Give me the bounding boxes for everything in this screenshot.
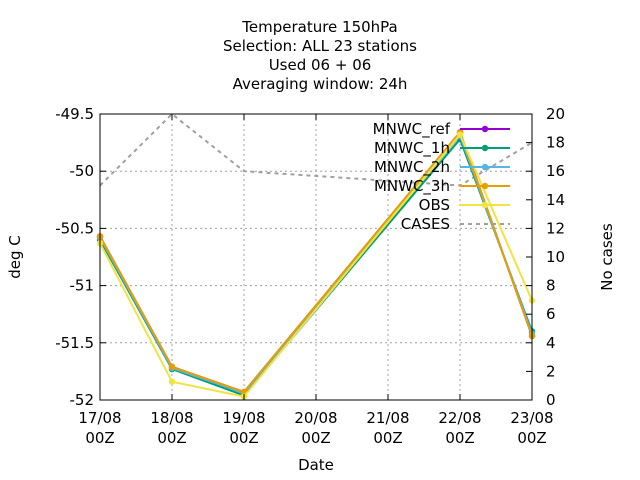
x-tick-label-time: 00Z — [373, 429, 402, 447]
x-tick-label-date: 23/08 — [510, 409, 553, 427]
y2-tick-label: 14 — [546, 191, 565, 209]
legend-label: MNWC_3h — [374, 177, 450, 196]
y2-tick-label: 6 — [546, 305, 556, 323]
grid — [100, 114, 532, 400]
y-axis-label: deg C — [6, 235, 24, 279]
y2-tick-label: 18 — [546, 134, 565, 152]
chart-title-line-1: Temperature 150hPa — [242, 18, 398, 36]
data-point-mnwc-3h — [168, 363, 176, 371]
y-tick-label: -50 — [70, 162, 95, 180]
y-tick-label: -51 — [70, 277, 95, 295]
x-tick-label-date: 20/08 — [294, 409, 337, 427]
y-tick-label: -52 — [70, 391, 95, 409]
y2-tick-label: 2 — [546, 362, 556, 380]
chart-title-line-2: Selection: ALL 23 stations — [223, 37, 417, 55]
y-tick-label: -51.5 — [55, 334, 94, 352]
x-tick-label-date: 22/08 — [438, 409, 481, 427]
y-tick-label: -49.5 — [55, 105, 94, 123]
axis-ticks: -49.5-50-50.5-51-51.5-522018161412108642… — [55, 105, 565, 447]
x-tick-label-date: 19/08 — [222, 409, 265, 427]
y2-axis-label: No cases — [598, 223, 616, 291]
legend-label: MNWC_ref — [373, 120, 451, 139]
chart-title-line-3: Used 06 + 06 — [268, 56, 372, 74]
y2-tick-label: 20 — [546, 105, 565, 123]
y2-tick-label: 16 — [546, 162, 565, 180]
legend-label: OBS — [419, 196, 450, 214]
data-point-obs — [168, 378, 176, 385]
x-tick-label-time: 00Z — [301, 429, 330, 447]
y2-tick-label: 0 — [546, 391, 556, 409]
legend-label: MNWC_2h — [374, 158, 450, 177]
y-tick-label: -50.5 — [55, 219, 94, 237]
x-tick-label-time: 00Z — [445, 429, 474, 447]
data-point-obs — [456, 131, 464, 138]
x-tick-label-date: 17/08 — [78, 409, 121, 427]
legend-marker — [481, 125, 489, 133]
legend-marker — [481, 182, 489, 190]
y2-tick-label: 8 — [546, 277, 556, 295]
series-layer — [96, 112, 536, 400]
x-tick-label-time: 00Z — [85, 429, 114, 447]
legend-marker — [481, 201, 489, 209]
x-tick-label-time: 00Z — [157, 429, 186, 447]
x-tick-label-date: 18/08 — [150, 409, 193, 427]
x-axis-label: Date — [298, 456, 334, 474]
y2-tick-label: 12 — [546, 219, 565, 237]
x-tick-label-date: 21/08 — [366, 409, 409, 427]
legend-label: MNWC_1h — [374, 139, 450, 158]
legend-marker — [481, 163, 489, 171]
legend-marker — [481, 144, 489, 152]
x-tick-label-time: 00Z — [229, 429, 258, 447]
y2-tick-label: 10 — [546, 248, 565, 266]
chart-title-line-4: Averaging window: 24h — [232, 75, 408, 93]
series-line-cases — [99, 112, 533, 187]
legend-label: CASES — [401, 215, 450, 233]
y2-tick-label: 4 — [546, 334, 556, 352]
x-tick-label-time: 00Z — [517, 429, 546, 447]
